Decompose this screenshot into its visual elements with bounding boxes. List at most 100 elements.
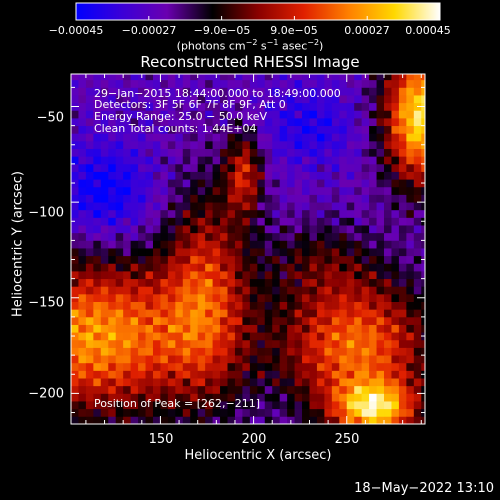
heatmap-cell — [272, 240, 281, 249]
heatmap-cell — [123, 339, 132, 348]
heatmap-cell — [302, 74, 310, 81]
heatmap-cell — [413, 148, 422, 157]
heatmap-cell — [220, 301, 228, 310]
heatmap-cell — [398, 286, 407, 295]
heatmap-cell — [190, 339, 199, 348]
heatmap-cell — [123, 385, 132, 394]
heatmap-cell — [249, 263, 258, 272]
heatmap-cell — [354, 232, 363, 241]
heatmap-cell — [242, 339, 251, 348]
heatmap-cell — [316, 110, 325, 119]
heatmap-cell — [205, 74, 213, 81]
heatmap-cell — [324, 370, 333, 379]
heatmap-cell — [145, 370, 154, 379]
heatmap-cell — [391, 270, 400, 280]
heatmap-cell — [205, 156, 213, 165]
heatmap-cell — [100, 355, 109, 364]
heatmap-cell — [78, 225, 87, 234]
heatmap-cell — [175, 240, 184, 249]
heatmap-cell — [346, 416, 355, 425]
heatmap-cell — [302, 339, 310, 348]
heatmap-cell — [413, 194, 422, 203]
heatmap-cell — [242, 385, 251, 394]
heatmap-cell — [108, 117, 117, 127]
heatmap-cell — [264, 324, 273, 333]
heatmap-cell — [190, 171, 199, 180]
heatmap-cell — [272, 255, 281, 264]
heatmap-cell — [190, 232, 199, 241]
heatmap-cell — [242, 74, 251, 81]
heatmap-cell — [354, 401, 363, 410]
heatmap-cell — [227, 248, 236, 257]
heatmap-cell — [391, 240, 400, 249]
heatmap-cell — [391, 110, 400, 119]
heatmap-cell — [205, 339, 213, 348]
heatmap-cell — [324, 102, 333, 111]
heatmap-cell — [309, 209, 318, 218]
heatmap-cell — [376, 125, 385, 134]
colorbar-units: (photons cm−2 s−1 asec−2) — [176, 38, 324, 53]
heatmap-cell — [391, 347, 400, 356]
heatmap-cell — [279, 156, 288, 165]
heatmap-cell — [145, 263, 154, 272]
heatmap-cell — [287, 248, 295, 257]
heatmap-cell — [78, 347, 87, 356]
heatmap-cell — [339, 393, 348, 402]
heatmap-cell — [369, 309, 377, 318]
heatmap-cell — [361, 248, 370, 257]
heatmap-cell — [391, 179, 400, 188]
heatmap-cell — [294, 217, 303, 226]
heatmap-cell — [78, 87, 87, 96]
heatmap-cell — [115, 95, 124, 104]
heatmap-cell — [302, 309, 310, 318]
heatmap-cell — [115, 370, 124, 379]
heatmap-cell — [123, 370, 132, 379]
heatmap-cell — [331, 225, 340, 234]
heatmap-cell — [93, 316, 102, 325]
heatmap-cell — [309, 125, 318, 134]
heatmap-cell — [309, 339, 318, 348]
heatmap-cell — [316, 125, 325, 134]
heatmap-cell — [152, 156, 161, 165]
heatmap-cell — [175, 301, 184, 310]
heatmap-cell — [145, 125, 154, 134]
heatmap-cell — [123, 163, 132, 172]
heatmap-cell — [197, 194, 206, 203]
heatmap-cell — [272, 293, 281, 302]
heatmap-cell — [190, 102, 199, 111]
heatmap-cell — [272, 309, 281, 318]
heatmap-cell — [108, 355, 117, 364]
heatmap-cell — [130, 232, 139, 241]
heatmap-cell — [85, 95, 94, 104]
heatmap-cell — [167, 140, 176, 149]
heatmap-cell — [227, 232, 236, 241]
heatmap-cell — [175, 87, 184, 96]
heatmap-cell — [108, 209, 117, 218]
heatmap-cell — [384, 248, 392, 257]
heatmap-cell — [227, 370, 236, 379]
heatmap-cell — [242, 87, 251, 96]
heatmap-cell — [294, 393, 303, 402]
heatmap-cell — [130, 194, 139, 203]
heatmap-cell — [85, 324, 94, 333]
heatmap-cell — [234, 332, 243, 341]
heatmap-cell — [78, 362, 87, 371]
heatmap-cell — [138, 232, 146, 241]
heatmap-cell — [272, 102, 281, 111]
heatmap-cell — [93, 240, 102, 249]
heatmap-cell — [197, 286, 206, 295]
heatmap-cell — [398, 140, 407, 149]
heatmap-cell — [249, 301, 258, 310]
heatmap-cell — [279, 339, 288, 348]
heatmap-cell — [115, 355, 124, 364]
heatmap-cell — [138, 393, 146, 402]
heatmap-cell — [234, 95, 243, 104]
heatmap-cell — [242, 102, 251, 111]
heatmap-cell — [152, 270, 161, 280]
heatmap-cell — [71, 278, 79, 287]
heatmap-cell — [220, 316, 228, 325]
heatmap-cell — [309, 316, 318, 325]
heatmap-cell — [309, 393, 318, 402]
heatmap-cell — [93, 301, 102, 310]
heatmap-cell — [78, 416, 87, 425]
